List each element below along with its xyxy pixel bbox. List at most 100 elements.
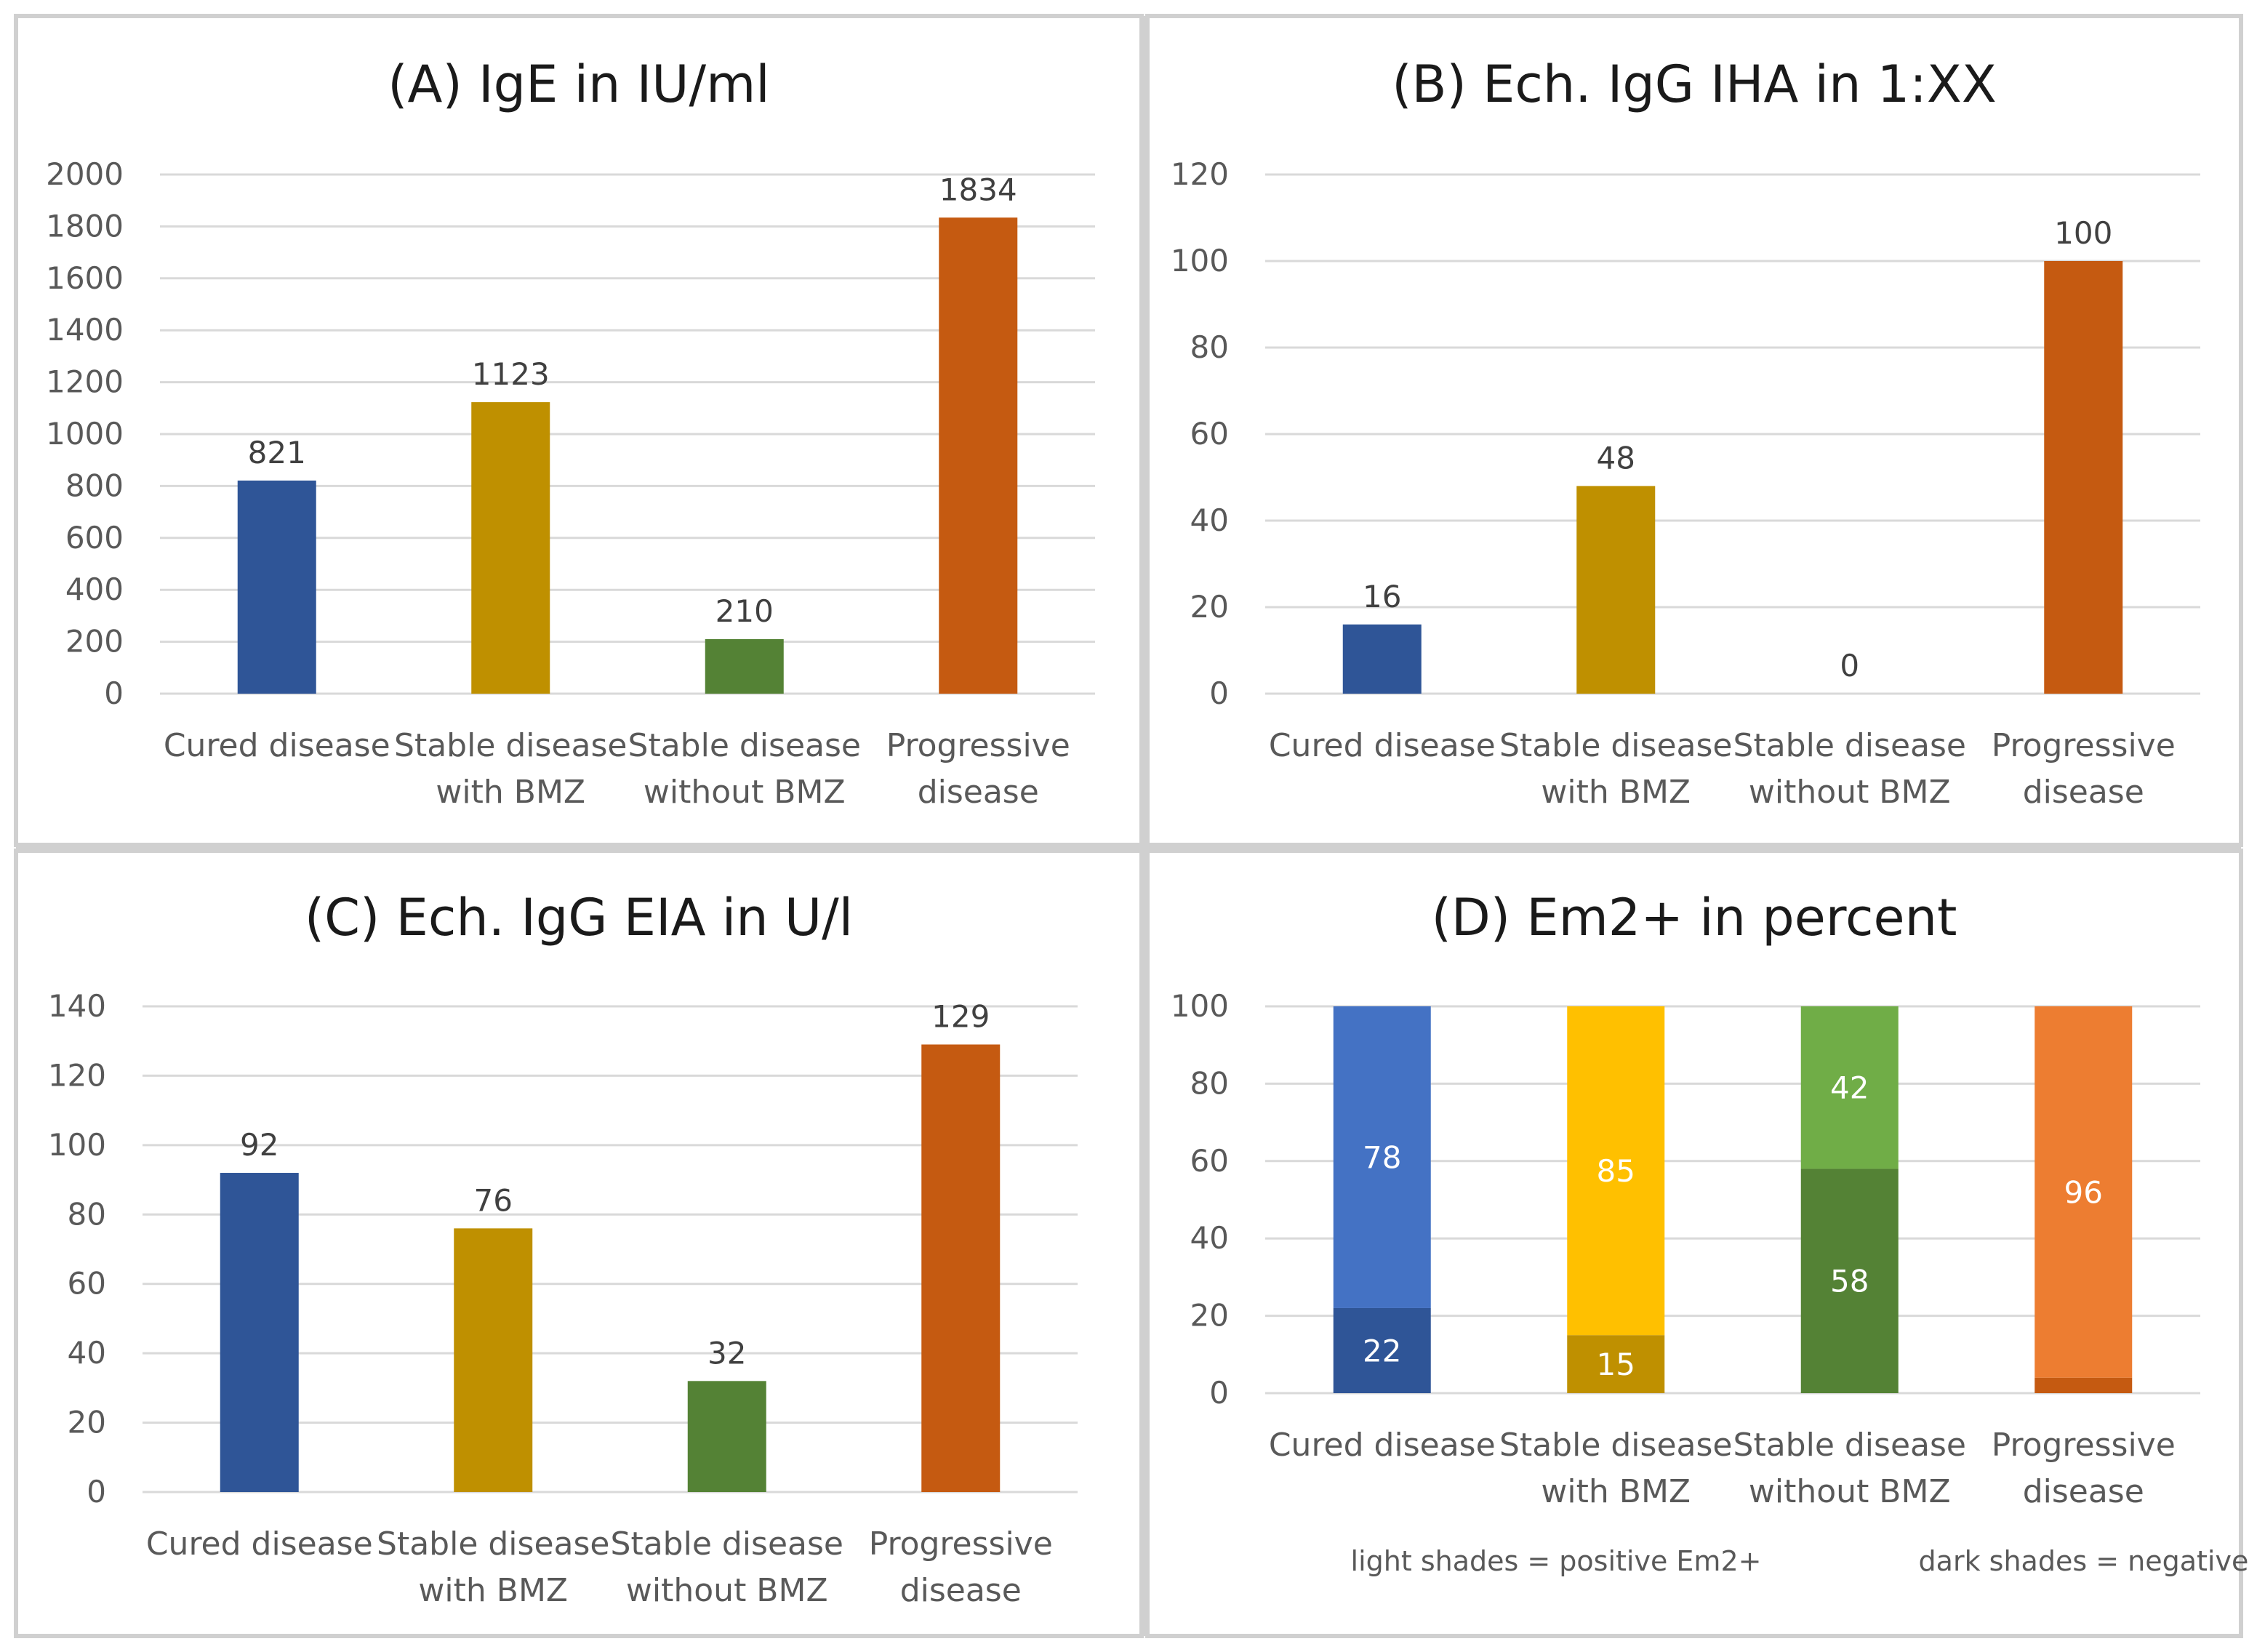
y-tick-label: 40 <box>1190 1220 1229 1256</box>
data-label: 85 <box>1597 1153 1635 1189</box>
bar <box>921 1044 1001 1492</box>
bar <box>237 480 316 694</box>
y-tick-label: 20 <box>1190 1298 1229 1334</box>
y-tick-label: 600 <box>65 520 124 556</box>
x-category-label: Stable disease with BMZ <box>377 1525 609 1609</box>
panel-border <box>14 849 1144 1638</box>
y-tick-label: 0 <box>1209 675 1229 711</box>
data-label: 92 <box>240 1127 278 1163</box>
data-label: 129 <box>931 998 990 1034</box>
legend-note: light shades = positive Em2+ <box>1351 1545 1762 1577</box>
bar <box>687 1381 766 1492</box>
x-category-label: Stable disease without BMZ <box>611 1525 843 1609</box>
x-category-label: Stable disease without BMZ <box>1733 727 1966 811</box>
data-label: 42 <box>1830 1070 1869 1106</box>
x-category-label: Stable disease with BMZ <box>1499 1427 1732 1510</box>
y-tick-label: 1600 <box>46 260 124 296</box>
data-label: 58 <box>1830 1264 1869 1299</box>
y-tick-label: 20 <box>68 1405 106 1440</box>
bar <box>705 639 784 694</box>
stacked-bar-segment <box>1800 1168 1899 1393</box>
x-category-label: Stable disease without BMZ <box>1733 1427 1966 1510</box>
y-tick-label: 60 <box>68 1266 106 1302</box>
y-tick-label: 200 <box>65 624 124 659</box>
data-label: 16 <box>1363 579 1401 614</box>
stacked-bar-segment <box>1567 1006 1665 1336</box>
data-label: 22 <box>1363 1333 1401 1368</box>
chart-panel-d: (D) Em2+ in percent 0 20 40 60 80 100 Cured dis… <box>1145 849 2257 1638</box>
y-tick-label: 140 <box>48 988 106 1024</box>
x-category-label: Cured disease <box>1269 1427 1496 1464</box>
x-category-label: Progressive disease <box>1992 1427 2176 1510</box>
y-tick-label: 120 <box>1171 156 1229 192</box>
data-label: 78 <box>1363 1139 1401 1175</box>
bar <box>1342 624 1422 694</box>
chart-title: (A) IgE in IU/ml <box>388 55 769 114</box>
chart-panel-b: (B) Ech. IgG IHA in 1:XX 0 20 40 60 80 100 120 C… <box>1145 14 2243 847</box>
y-tick-label: 80 <box>68 1196 106 1232</box>
stacked-bar-segment <box>1333 1307 1431 1393</box>
y-tick-label: 800 <box>65 468 124 503</box>
panel-border <box>1145 14 2243 847</box>
panel-border <box>1145 849 2243 1638</box>
y-tick-label: 0 <box>87 1474 106 1509</box>
y-tick-label: 60 <box>1190 416 1229 452</box>
y-tick-label: 1200 <box>46 364 124 400</box>
y-tick-label: 80 <box>1190 329 1229 365</box>
bar <box>2044 261 2123 694</box>
x-category-label: Stable disease without BMZ <box>628 727 861 811</box>
y-tick-label: 120 <box>48 1057 106 1093</box>
x-category-label: Stable disease with BMZ <box>1499 727 1732 811</box>
chart-panel-c: (C) Ech. IgG EIA in U/l 0 20 40 60 80 100 120 14… <box>14 849 1144 1638</box>
y-tick-label: 40 <box>1190 502 1229 538</box>
y-tick-label: 1400 <box>46 312 124 348</box>
y-tick-label: 20 <box>1190 589 1229 625</box>
legend-note: dark shades = negative Em2+ <box>1919 1545 2257 1577</box>
bar <box>220 1173 299 1492</box>
data-label: 210 <box>715 593 774 629</box>
y-tick-label: 40 <box>68 1335 106 1371</box>
x-category-label: Progressive disease <box>1992 727 2176 811</box>
y-tick-label: 0 <box>104 675 124 711</box>
chart-title: (C) Ech. IgG EIA in U/l <box>305 888 853 947</box>
x-category-label: Progressive disease <box>886 727 1070 811</box>
x-category-label: Cured disease <box>164 727 390 764</box>
x-category-label: Cured disease <box>146 1525 373 1563</box>
x-category-label: Cured disease <box>1269 727 1496 764</box>
data-label: 32 <box>707 1335 746 1371</box>
y-tick-label: 0 <box>1209 1375 1229 1411</box>
y-tick-label: 100 <box>48 1127 106 1163</box>
stacked-bar-segment <box>1333 1006 1431 1308</box>
y-tick-label: 80 <box>1190 1065 1229 1101</box>
x-category-label: Progressive disease <box>869 1525 1053 1609</box>
bar <box>1576 486 1656 694</box>
y-tick-label: 1000 <box>46 416 124 452</box>
data-label: 1834 <box>939 172 1017 207</box>
data-label: 48 <box>1597 440 1635 476</box>
y-tick-label: 1800 <box>46 208 124 244</box>
bar <box>939 217 1018 694</box>
data-label: 15 <box>1597 1347 1635 1382</box>
chart-title: (B) Ech. IgG IHA in 1:XX <box>1392 55 1997 114</box>
stacked-bar-segment <box>1567 1335 1665 1393</box>
bar <box>471 402 550 694</box>
bar <box>454 1228 533 1492</box>
stacked-bar-segment <box>2034 1006 2133 1378</box>
y-tick-label: 400 <box>65 572 124 607</box>
y-tick-label: 100 <box>1171 988 1229 1024</box>
stacked-bar-segment <box>2034 1377 2133 1393</box>
data-label: 0 <box>1840 648 1859 683</box>
y-tick-label: 2000 <box>46 156 124 192</box>
stacked-bar-segment <box>1800 1006 1899 1169</box>
x-category-label: Stable disease with BMZ <box>394 727 627 811</box>
y-tick-label: 100 <box>1171 243 1229 278</box>
panel-border <box>14 14 1144 847</box>
y-tick-label: 60 <box>1190 1143 1229 1179</box>
data-label: 1123 <box>472 356 550 392</box>
data-label: 96 <box>2064 1174 2103 1210</box>
data-label: 76 <box>474 1182 513 1218</box>
data-label: 821 <box>248 435 306 470</box>
data-label: 100 <box>2054 215 2112 251</box>
chart-panel-a: (A) IgE in IU/ml 0 200 400 600 800 1000 1200 140… <box>14 14 1144 847</box>
